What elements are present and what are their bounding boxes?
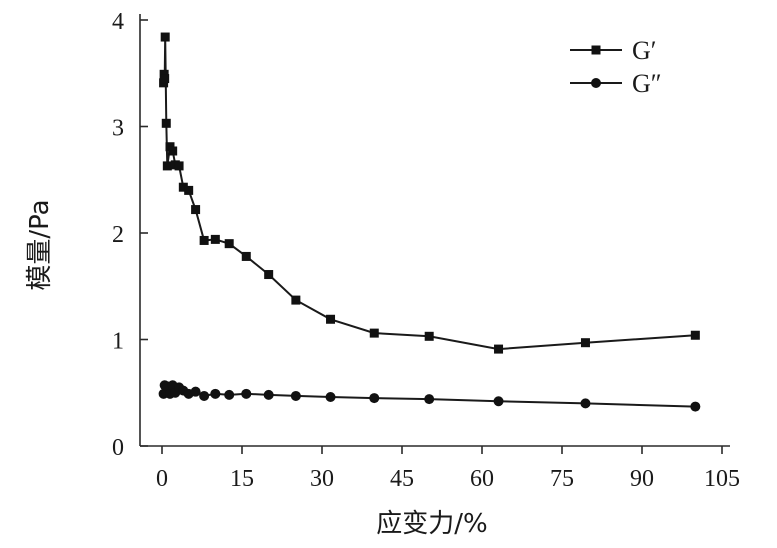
series-2-point [580, 398, 591, 409]
series-2-point [690, 401, 701, 412]
x-tick-label: 60 [470, 466, 494, 492]
series-2-point [290, 390, 301, 401]
series-1-point [210, 234, 220, 244]
y-ticks: 0 1 2 3 4 [112, 9, 148, 461]
series-2-point [199, 390, 210, 401]
series-1-point [178, 182, 188, 192]
x-tick-label: 105 [704, 466, 740, 492]
x-tick-label: 15 [230, 466, 254, 492]
legend-marker-1 [591, 45, 601, 55]
x-tick-label: 45 [390, 466, 414, 492]
series-2-point [190, 386, 201, 397]
series-1 [159, 32, 700, 354]
legend: G′ G″ [570, 36, 662, 98]
x-tick-label: 0 [156, 466, 168, 492]
series-2-point [263, 389, 274, 400]
series-2 [158, 380, 701, 412]
legend-label-1: G′ [632, 36, 656, 65]
series-1-point [161, 118, 171, 128]
series-1-point [224, 239, 234, 249]
y-tick-label: 0 [112, 435, 124, 461]
series-2-point [369, 393, 380, 404]
series-1-point [191, 205, 201, 215]
series-1-point [199, 235, 209, 245]
axes: 0 15 30 45 60 75 90 105 0 1 2 3 4 [112, 9, 740, 492]
series-1-point [494, 344, 504, 354]
y-tick-label: 2 [112, 222, 124, 248]
x-tick-label: 30 [310, 466, 334, 492]
series-2-point [224, 389, 235, 400]
series-1-point [241, 251, 251, 261]
series-1-point [369, 328, 379, 338]
series-2-point [325, 392, 336, 403]
x-ticks: 0 15 30 45 60 75 90 105 [156, 446, 740, 492]
series-1-point [160, 32, 170, 42]
y-tick-label: 3 [112, 116, 124, 142]
y-tick-label: 1 [112, 329, 124, 355]
y-tick-label: 4 [112, 9, 124, 35]
series-1-point [326, 314, 336, 324]
x-tick-label: 90 [630, 466, 654, 492]
series-1-point [168, 146, 178, 156]
x-tick-label: 75 [550, 466, 574, 492]
series-1-point [580, 338, 590, 348]
series-layer [158, 32, 701, 412]
series-1-point [291, 295, 301, 305]
series-1-point [162, 161, 172, 171]
legend-label-2: G″ [632, 69, 662, 98]
series-1-point [160, 74, 170, 84]
series-1-point [264, 270, 274, 280]
legend-marker-2 [591, 78, 601, 88]
series-2-point [210, 388, 221, 399]
series-2-point [241, 388, 252, 399]
series-1-point [174, 161, 184, 171]
series-1-point [690, 330, 700, 340]
x-axis-title: 应变力/% [376, 509, 487, 539]
series-1-point [424, 331, 434, 341]
series-2-point [424, 394, 435, 405]
y-axis-title: 模量/Pa [25, 199, 55, 290]
series-1-point [184, 185, 194, 195]
series-2-point [493, 396, 504, 407]
